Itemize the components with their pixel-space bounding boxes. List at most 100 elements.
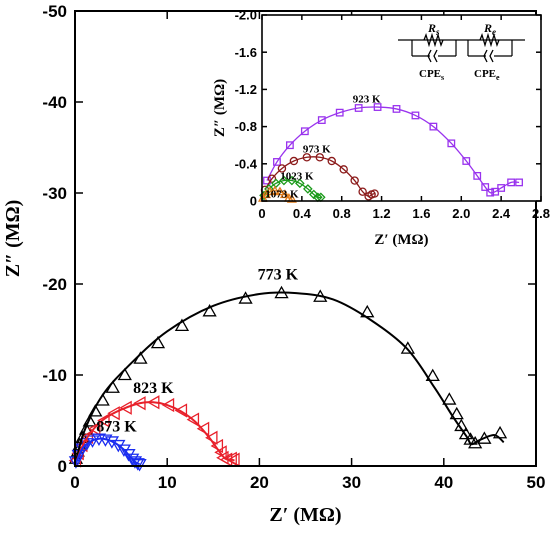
fit-curve: [74, 401, 235, 467]
circuit-label-re: Re: [483, 21, 496, 37]
x-tick-label: 2.4: [492, 206, 511, 221]
data-point: [442, 392, 457, 405]
main-annotations: 773 K 823 K 873 K: [96, 266, 298, 435]
data-point: [161, 397, 175, 413]
y-tick-label: -20: [42, 275, 67, 294]
data-point: [87, 421, 101, 436]
x-tick-label: 1.6: [412, 206, 430, 221]
data-point: [285, 141, 294, 150]
data-point: [97, 413, 110, 428]
main-chart: 0 10 20 30 40 50 0 -10 -20 -30 -40 -50 773 K 823 K 87…: [2, 2, 545, 526]
x-tick-label: 20: [250, 473, 269, 492]
data-point: [130, 458, 145, 471]
series-label: 1073 K: [265, 188, 299, 200]
y-tick-label: -50: [42, 2, 67, 21]
data-point: [227, 452, 240, 467]
y-tick-label: -1.6: [235, 45, 257, 60]
y-tick-label: -10: [42, 366, 67, 385]
data-point: [82, 414, 97, 427]
x-tick-label: 0.8: [333, 206, 351, 221]
y-tick-label: -0.4: [235, 156, 258, 171]
y-tick-label: -2.0: [235, 8, 257, 23]
data-point: [287, 175, 297, 186]
data-point: [279, 175, 289, 186]
main-plot-frame: [74, 10, 537, 467]
data-point: [339, 165, 348, 174]
x-tick-label: 0: [70, 473, 79, 492]
data-point: [358, 187, 367, 196]
main-fit-curves: [74, 291, 505, 467]
fit-curve: [263, 179, 321, 199]
fit-curve: [264, 156, 375, 198]
data-point: [327, 156, 336, 166]
data-point: [411, 111, 420, 120]
data-point: [473, 171, 482, 180]
data-point: [370, 189, 379, 198]
y-tick-label: 0: [58, 457, 67, 476]
y-tick-label: -0.8: [235, 119, 257, 134]
fit-curve: [266, 106, 520, 194]
data-point: [447, 139, 456, 148]
y-tick-label: -30: [42, 184, 67, 203]
inset-plot-frame: [261, 14, 542, 202]
data-point: [150, 335, 166, 349]
data-point: [132, 459, 147, 472]
data-point: [279, 189, 290, 199]
x-tick-label: 50: [527, 473, 546, 492]
data-point: [119, 400, 132, 415]
x-tick-label: 40: [434, 473, 453, 492]
data-point: [425, 368, 440, 382]
series-label: 823 K: [133, 380, 174, 397]
data-point: [458, 426, 474, 440]
inset-y-axis-title: Z″ (MΩ): [212, 79, 228, 137]
data-point: [88, 404, 103, 417]
data-point: [308, 189, 319, 200]
x-tick-label: 2.8: [532, 206, 550, 221]
x-tick-label: 10: [158, 473, 177, 492]
data-point: [116, 444, 131, 457]
series-label: 923 K: [353, 93, 381, 105]
data-point: [174, 318, 190, 332]
x-tick-label: 0.4: [293, 206, 312, 221]
data-point: [335, 108, 344, 117]
equivalent-circuit: Rs Re CPEs CPEe: [398, 21, 525, 82]
resistor-re-icon: [479, 32, 500, 48]
series-label: 773 K: [258, 266, 299, 283]
data-point: [273, 158, 281, 166]
data-point: [462, 157, 471, 165]
data-point: [429, 122, 438, 131]
cpe-e-icon: [483, 49, 494, 63]
circuit-label-cpes: CPEs: [419, 68, 444, 82]
data-point: [111, 439, 126, 453]
x-tick-label: 0: [258, 206, 265, 221]
data-point: [350, 176, 359, 185]
data-point: [202, 303, 217, 317]
series-label: 973 K: [303, 144, 331, 156]
data-point: [174, 403, 188, 418]
data-point: [317, 116, 326, 124]
data-point: [481, 183, 490, 191]
cpe-s-icon: [427, 49, 438, 63]
main-y-axis-title: Z″ (MΩ): [2, 200, 24, 278]
inset-axes: 0 0.4 0.8 1.2 1.6 2.0 2.4 2.8 0 -0.4 -0.8 -1.2 -1.6 -…: [235, 8, 550, 221]
x-tick-label: 1.2: [373, 206, 391, 221]
data-point: [186, 412, 200, 427]
y-tick-label: -40: [42, 93, 67, 112]
data-point: [117, 367, 132, 381]
fit-curve: [74, 437, 140, 467]
series-label: 873 K: [96, 418, 137, 435]
inset-annotations: 923 K 973 K 1023 K 1073 K: [265, 93, 381, 200]
main-axes: 0 10 20 30 40 50 0 -10 -20 -30 -40 -50: [42, 2, 545, 492]
main-x-axis-title: Z′ (MΩ): [269, 504, 341, 526]
inset-chart: 0 0.4 0.8 1.2 1.6 2.0 2.4 2.8 0 -0.4 -0.8 -1.2 -1.6 -…: [212, 8, 550, 248]
data-point: [277, 164, 287, 173]
data-point: [196, 421, 210, 436]
data-point: [289, 156, 299, 166]
data-point: [267, 174, 277, 183]
data-point: [497, 184, 506, 192]
inset-background: [262, 15, 541, 201]
fit-curve: [74, 291, 505, 467]
y-tick-label: -1.2: [235, 82, 257, 97]
resistor-rs-icon: [423, 32, 444, 48]
